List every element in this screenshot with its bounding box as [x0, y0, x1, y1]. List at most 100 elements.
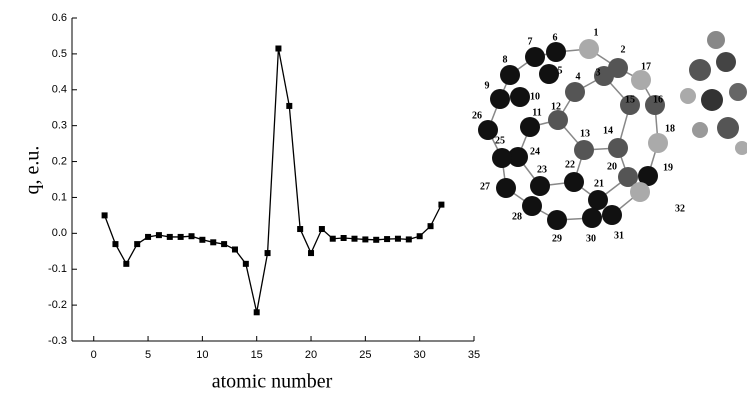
- atom: [492, 148, 512, 168]
- data-point: [406, 236, 412, 242]
- atom: [648, 133, 668, 153]
- atom-label: 16: [653, 94, 663, 105]
- data-point: [189, 233, 195, 239]
- data-point: [384, 236, 390, 242]
- data-point: [428, 223, 434, 229]
- atom-label: 21: [594, 178, 604, 189]
- atom: [565, 82, 585, 102]
- side-view: [680, 31, 747, 155]
- atom: [574, 140, 594, 160]
- data-point: [167, 234, 173, 240]
- x-tick-label: 10: [196, 349, 208, 361]
- y-tick-label: 0.3: [52, 120, 67, 132]
- atom-label: 23: [537, 164, 547, 175]
- atom: [500, 65, 520, 85]
- atom-label: 14: [603, 125, 613, 136]
- atom: [564, 172, 584, 192]
- data-point: [210, 239, 216, 245]
- data-point: [232, 246, 238, 252]
- atom-label: 13: [580, 128, 590, 139]
- y-tick-label: 0.0: [52, 227, 67, 239]
- x-axis-label: atomic number: [212, 371, 333, 393]
- y-tick-label: 0.6: [52, 12, 67, 24]
- atom-label: 18: [665, 123, 675, 134]
- atom-label: 19: [663, 162, 673, 173]
- x-tick-label: 15: [251, 349, 263, 361]
- atom: [490, 89, 510, 109]
- y-tick-label: 0.2: [52, 155, 67, 167]
- data-point: [319, 226, 325, 232]
- atom-label: 15: [625, 94, 635, 105]
- data-point: [330, 236, 336, 242]
- atom: [548, 110, 568, 130]
- atom: [588, 190, 608, 210]
- data-point: [178, 234, 184, 240]
- x-tick-label: 30: [414, 349, 426, 361]
- atom-label: 24: [530, 146, 540, 157]
- atom-label: 30: [586, 233, 596, 244]
- data-point: [145, 234, 151, 240]
- figure: q, e.u. atomic number 123456789101112131…: [0, 0, 747, 398]
- atom-label: 32: [675, 203, 685, 214]
- data-point: [286, 103, 292, 109]
- atom: [510, 87, 530, 107]
- atom-label: 8: [503, 54, 508, 65]
- data-point: [254, 309, 260, 315]
- atom: [579, 39, 599, 59]
- y-tick-label: 0.1: [52, 191, 67, 203]
- atom-label: 6: [553, 32, 558, 43]
- atom: [525, 47, 545, 67]
- data-point: [102, 212, 108, 218]
- atom: [546, 42, 566, 62]
- atom: [582, 208, 602, 228]
- atom-label: 17: [641, 61, 651, 72]
- data-point: [156, 232, 162, 238]
- atom-label: 26: [472, 110, 482, 121]
- data-point: [221, 241, 227, 247]
- atom-label: 27: [480, 181, 490, 192]
- series-line: [105, 49, 442, 313]
- atom-label: 7: [528, 36, 533, 47]
- data-point: [308, 250, 314, 256]
- y-tick-label: 0.5: [52, 48, 67, 60]
- atom-label: 29: [552, 233, 562, 244]
- y-tick-label: -0.1: [48, 263, 67, 275]
- atom-label: 11: [532, 107, 541, 118]
- atom: [547, 210, 567, 230]
- atom-label: 5: [558, 65, 563, 76]
- atom-label: 1: [594, 27, 599, 38]
- y-tick-label: 0.4: [52, 84, 67, 96]
- atom-label: 2: [621, 44, 626, 55]
- atom: [608, 138, 628, 158]
- atom: [631, 70, 651, 90]
- data-point: [243, 261, 249, 267]
- atom-label: 22: [565, 159, 575, 170]
- data-point: [417, 233, 423, 239]
- data-point: [341, 235, 347, 241]
- atom: [630, 182, 650, 202]
- atom-label: 12: [551, 101, 561, 112]
- data-point: [275, 46, 281, 52]
- atom-label: 25: [495, 135, 505, 146]
- y-tick-label: -0.2: [48, 299, 67, 311]
- x-tick-label: 35: [468, 349, 480, 361]
- data-point: [395, 236, 401, 242]
- data-point: [123, 261, 129, 267]
- data-point: [351, 236, 357, 242]
- atom: [520, 117, 540, 137]
- data-point: [265, 250, 271, 256]
- x-tick-label: 0: [91, 349, 97, 361]
- y-tick-label: -0.3: [48, 335, 67, 347]
- y-axis-label: q, e.u.: [22, 146, 44, 195]
- atom: [539, 64, 559, 84]
- x-tick-label: 25: [359, 349, 371, 361]
- atom-label: 20: [607, 161, 617, 172]
- atom-label: 9: [485, 80, 490, 91]
- x-tick-label: 5: [145, 349, 151, 361]
- atom: [522, 196, 542, 216]
- atom-label: 10: [530, 91, 540, 102]
- data-point: [112, 241, 118, 247]
- atom-label: 31: [614, 230, 624, 241]
- atom-label: 3: [596, 67, 601, 78]
